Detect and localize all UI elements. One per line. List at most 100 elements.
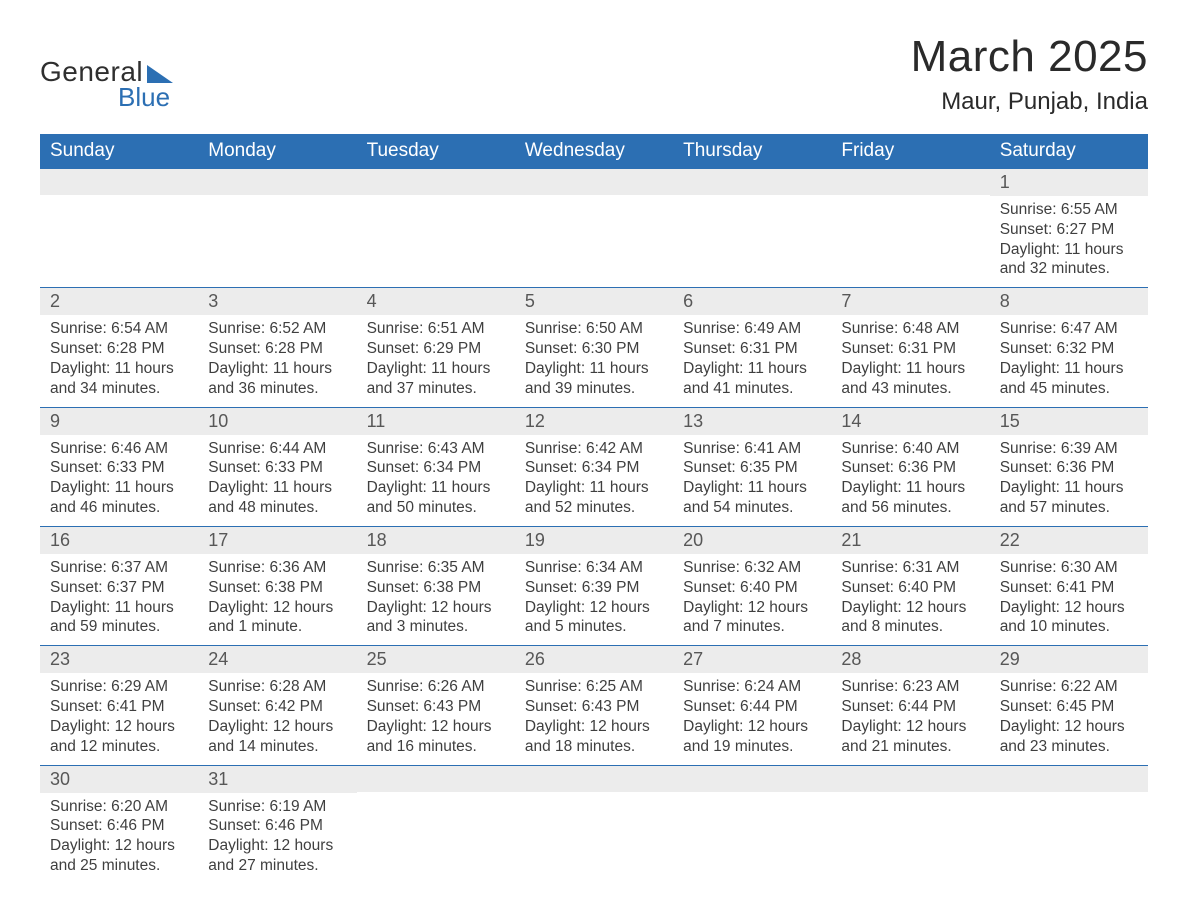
- calendar-week-row: 16Sunrise: 6:37 AMSunset: 6:37 PMDayligh…: [40, 526, 1148, 645]
- calendar-cell: 6Sunrise: 6:49 AMSunset: 6:31 PMDaylight…: [673, 288, 831, 407]
- day-sunrise: Sunrise: 6:39 AM: [1000, 439, 1138, 459]
- day-number-bar: [831, 169, 989, 195]
- day-body: Sunrise: 6:43 AMSunset: 6:34 PMDaylight:…: [357, 435, 515, 526]
- day-body: Sunrise: 6:37 AMSunset: 6:37 PMDaylight:…: [40, 554, 198, 645]
- day-sunrise: Sunrise: 6:26 AM: [367, 677, 505, 697]
- day-sunrise: Sunrise: 6:29 AM: [50, 677, 188, 697]
- day-number: 3: [208, 291, 218, 311]
- calendar-cell: 31Sunrise: 6:19 AMSunset: 6:46 PMDayligh…: [198, 765, 356, 884]
- day-number-bar: 5: [515, 288, 673, 315]
- day-sunrise: Sunrise: 6:34 AM: [525, 558, 663, 578]
- day-daylight1: Daylight: 11 hours: [1000, 359, 1138, 379]
- day-daylight1: Daylight: 11 hours: [683, 478, 821, 498]
- day-number-bar: 19: [515, 527, 673, 554]
- brand-blue: Blue: [118, 82, 170, 113]
- day-number-bar: 31: [198, 766, 356, 793]
- day-daylight1: Daylight: 11 hours: [50, 598, 188, 618]
- day-number-bar: 23: [40, 646, 198, 673]
- calendar-week-row: 2Sunrise: 6:54 AMSunset: 6:28 PMDaylight…: [40, 288, 1148, 407]
- day-sunset: Sunset: 6:28 PM: [50, 339, 188, 359]
- day-number: 5: [525, 291, 535, 311]
- calendar-cell: [198, 169, 356, 288]
- day-daylight2: and 50 minutes.: [367, 498, 505, 518]
- day-sunrise: Sunrise: 6:32 AM: [683, 558, 821, 578]
- day-sunset: Sunset: 6:40 PM: [683, 578, 821, 598]
- day-number: 29: [1000, 649, 1020, 669]
- day-daylight2: and 25 minutes.: [50, 856, 188, 876]
- day-number: 21: [841, 530, 861, 550]
- day-daylight2: and 5 minutes.: [525, 617, 663, 637]
- day-daylight1: Daylight: 12 hours: [841, 717, 979, 737]
- day-number-bar: 22: [990, 527, 1148, 554]
- day-sunset: Sunset: 6:38 PM: [367, 578, 505, 598]
- calendar-cell: 7Sunrise: 6:48 AMSunset: 6:31 PMDaylight…: [831, 288, 989, 407]
- day-sunset: Sunset: 6:43 PM: [525, 697, 663, 717]
- day-sunrise: Sunrise: 6:31 AM: [841, 558, 979, 578]
- day-sunrise: Sunrise: 6:24 AM: [683, 677, 821, 697]
- day-number-bar: 17: [198, 527, 356, 554]
- day-number-bar: 27: [673, 646, 831, 673]
- day-number-bar: 13: [673, 408, 831, 435]
- calendar-cell: 25Sunrise: 6:26 AMSunset: 6:43 PMDayligh…: [357, 646, 515, 765]
- calendar-cell: 3Sunrise: 6:52 AMSunset: 6:28 PMDaylight…: [198, 288, 356, 407]
- day-sunrise: Sunrise: 6:47 AM: [1000, 319, 1138, 339]
- day-sunrise: Sunrise: 6:19 AM: [208, 797, 346, 817]
- weekday-header: Monday: [198, 134, 356, 169]
- day-body: [831, 792, 989, 876]
- day-sunset: Sunset: 6:34 PM: [367, 458, 505, 478]
- day-number: 8: [1000, 291, 1010, 311]
- calendar-cell: 2 Sunrise: 6:54 AMSunset: 6:28 PMDaylight…: [40, 288, 198, 407]
- day-daylight2: and 43 minutes.: [841, 379, 979, 399]
- day-body: [198, 195, 356, 279]
- day-daylight1: Daylight: 12 hours: [525, 598, 663, 618]
- calendar-cell: 22Sunrise: 6:30 AMSunset: 6:41 PMDayligh…: [990, 526, 1148, 645]
- day-number-bar: 8: [990, 288, 1148, 315]
- weekday-header: Saturday: [990, 134, 1148, 169]
- day-body: [990, 792, 1148, 876]
- day-daylight1: Daylight: 11 hours: [50, 359, 188, 379]
- calendar-cell: 14Sunrise: 6:40 AMSunset: 6:36 PMDayligh…: [831, 407, 989, 526]
- calendar-cell: 9Sunrise: 6:46 AMSunset: 6:33 PMDaylight…: [40, 407, 198, 526]
- day-number: 1: [1000, 172, 1010, 192]
- day-daylight2: and 56 minutes.: [841, 498, 979, 518]
- calendar-cell: 20Sunrise: 6:32 AMSunset: 6:40 PMDayligh…: [673, 526, 831, 645]
- day-sunrise: Sunrise: 6:23 AM: [841, 677, 979, 697]
- day-number-bar: [831, 766, 989, 792]
- day-body: [357, 792, 515, 876]
- day-body: [831, 195, 989, 279]
- day-number: 15: [1000, 411, 1020, 431]
- day-number-bar: 30: [40, 766, 198, 793]
- day-body: Sunrise: 6:51 AMSunset: 6:29 PMDaylight:…: [357, 315, 515, 406]
- day-number: 14: [841, 411, 861, 431]
- day-body: [515, 195, 673, 279]
- day-sunset: Sunset: 6:31 PM: [683, 339, 821, 359]
- day-sunrise: Sunrise: 6:40 AM: [841, 439, 979, 459]
- calendar-week-row: 1 Sunrise: 6:55 AMSunset: 6:27 PMDaylight…: [40, 169, 1148, 288]
- day-number: 7: [841, 291, 851, 311]
- day-body: Sunrise: 6:32 AMSunset: 6:40 PMDaylight:…: [673, 554, 831, 645]
- day-number-bar: 7: [831, 288, 989, 315]
- day-body: Sunrise: 6:55 AMSunset: 6:27 PMDaylight:…: [990, 196, 1148, 287]
- day-number-bar: 24: [198, 646, 356, 673]
- day-number-bar: 12: [515, 408, 673, 435]
- day-sunrise: Sunrise: 6:43 AM: [367, 439, 505, 459]
- day-daylight1: Daylight: 11 hours: [525, 359, 663, 379]
- day-sunrise: Sunrise: 6:20 AM: [50, 797, 188, 817]
- day-daylight2: and 16 minutes.: [367, 737, 505, 757]
- day-body: Sunrise: 6:24 AMSunset: 6:44 PMDaylight:…: [673, 673, 831, 764]
- day-sunset: Sunset: 6:40 PM: [841, 578, 979, 598]
- brand-logo: General Blue: [40, 32, 173, 113]
- day-body: Sunrise: 6:31 AMSunset: 6:40 PMDaylight:…: [831, 554, 989, 645]
- day-body: Sunrise: 6:41 AMSunset: 6:35 PMDaylight:…: [673, 435, 831, 526]
- weekday-header-row: Sunday Monday Tuesday Wednesday Thursday…: [40, 134, 1148, 169]
- day-body: Sunrise: 6:50 AMSunset: 6:30 PMDaylight:…: [515, 315, 673, 406]
- day-number-bar: 9: [40, 408, 198, 435]
- day-number: 24: [208, 649, 228, 669]
- day-sunset: Sunset: 6:31 PM: [841, 339, 979, 359]
- day-number-bar: 14: [831, 408, 989, 435]
- day-number: 2: [50, 291, 60, 311]
- day-sunset: Sunset: 6:35 PM: [683, 458, 821, 478]
- day-sunrise: Sunrise: 6:54 AM: [50, 319, 188, 339]
- calendar-cell: [357, 169, 515, 288]
- calendar-cell: 26Sunrise: 6:25 AMSunset: 6:43 PMDayligh…: [515, 646, 673, 765]
